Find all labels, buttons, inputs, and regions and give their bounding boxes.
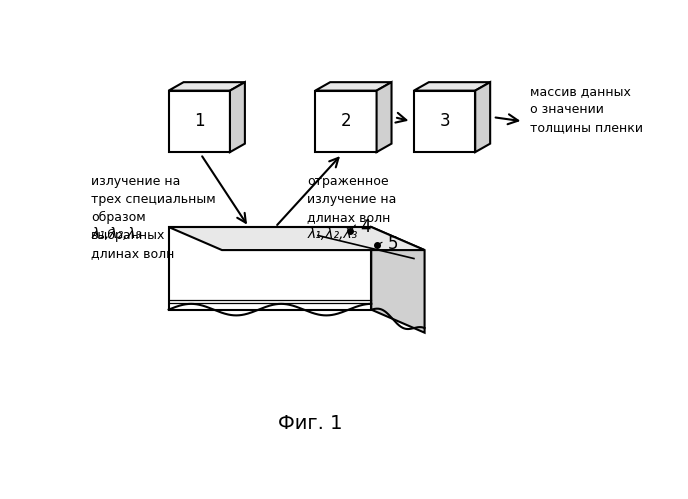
Text: излучение на
трех специальным
образом
выбранных
длинах волн: излучение на трех специальным образом вы… <box>92 175 216 260</box>
Text: 1: 1 <box>194 112 204 130</box>
Polygon shape <box>414 82 490 91</box>
Text: отраженное
излучение на
длинах волн: отраженное излучение на длинах волн <box>308 175 397 224</box>
Polygon shape <box>414 91 475 152</box>
Text: λ₁,λ₂,λ₃: λ₁,λ₂,λ₃ <box>92 227 142 241</box>
Polygon shape <box>475 82 490 152</box>
Polygon shape <box>230 82 245 152</box>
Text: 5: 5 <box>387 235 398 252</box>
Text: 4: 4 <box>361 218 371 236</box>
Text: 3: 3 <box>439 112 450 130</box>
Polygon shape <box>315 91 376 152</box>
Polygon shape <box>169 91 230 152</box>
Polygon shape <box>376 82 391 152</box>
Polygon shape <box>315 82 391 91</box>
Polygon shape <box>169 82 245 91</box>
Polygon shape <box>372 227 424 333</box>
Text: 2: 2 <box>341 112 352 130</box>
Text: массив данных
о значении
толщины пленки: массив данных о значении толщины пленки <box>530 85 643 134</box>
Polygon shape <box>169 227 424 250</box>
Text: λ₁,λ₂,λ₃: λ₁,λ₂,λ₃ <box>308 227 358 241</box>
Polygon shape <box>169 227 372 309</box>
Text: Фиг. 1: Фиг. 1 <box>278 414 342 433</box>
